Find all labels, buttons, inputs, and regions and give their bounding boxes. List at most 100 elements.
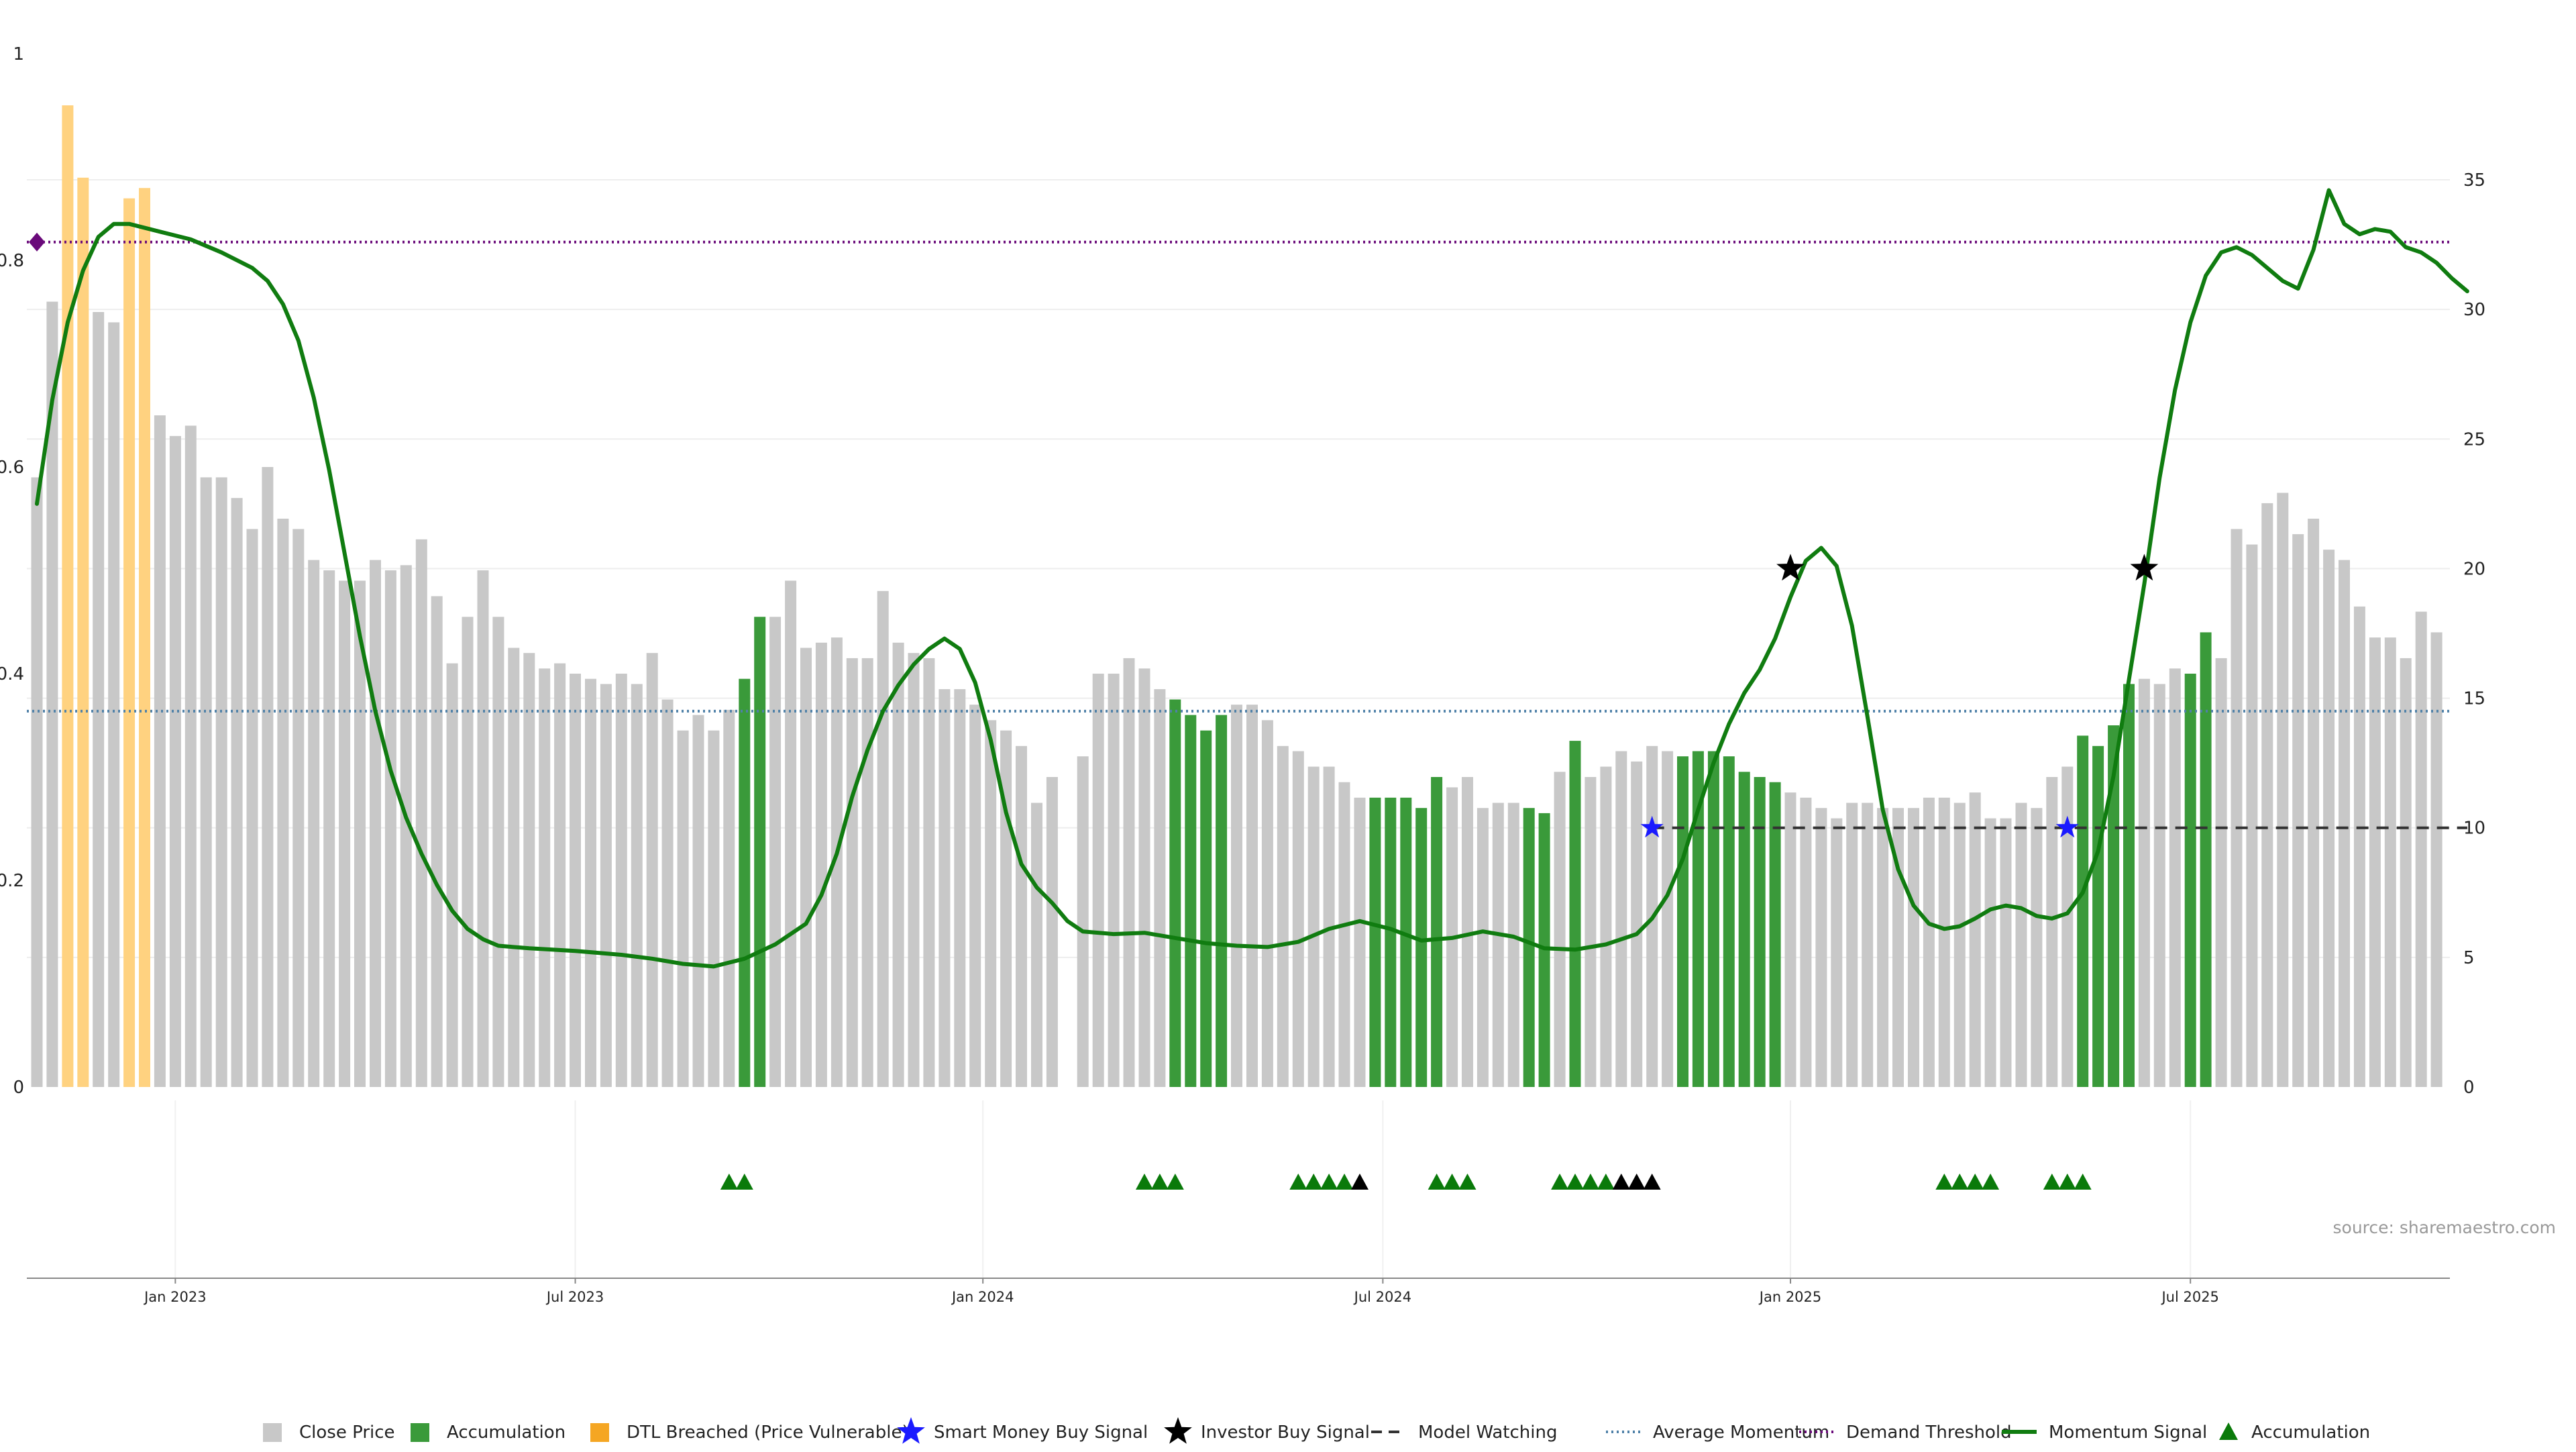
legend-label-7: Demand Threshold	[1846, 1422, 2012, 1443]
bar-0	[31, 477, 43, 1087]
accumulation-triangle-9	[1428, 1174, 1446, 1190]
right-tick-0: 0	[2463, 1078, 2475, 1098]
bar-140	[2184, 674, 2196, 1087]
legend-symbol-1	[411, 1423, 429, 1442]
bar-138	[2153, 684, 2165, 1087]
bar-102	[1600, 766, 1612, 1087]
bar-100	[1569, 741, 1581, 1087]
bar-134	[2092, 745, 2104, 1087]
bar-79	[1246, 705, 1258, 1087]
legend-symbol-0	[263, 1423, 282, 1442]
bar-5	[108, 322, 120, 1087]
legend-item-5: Model Watching	[1371, 1422, 1557, 1443]
bar-14	[246, 529, 258, 1087]
bar-7	[139, 188, 150, 1088]
bar-21	[354, 580, 366, 1087]
bar-47	[754, 617, 766, 1087]
legend-label-5: Model Watching	[1418, 1422, 1557, 1443]
bar-37	[600, 684, 612, 1087]
bar-81	[1277, 745, 1289, 1087]
legend-item-6: Average Momentum	[1606, 1422, 1829, 1443]
accumulation-triangle-4	[1166, 1174, 1184, 1190]
accumulation-triangle-2	[1135, 1174, 1153, 1190]
bar-45	[723, 709, 735, 1087]
bar-72	[1138, 668, 1150, 1087]
legend-label-2: DTL Breached (Price Vulnerable)	[627, 1422, 909, 1443]
right-tick-1: 5	[2463, 948, 2475, 968]
bar-154	[2400, 658, 2412, 1087]
bar-28	[462, 617, 474, 1087]
accumulation-triangle-5	[1289, 1174, 1307, 1190]
legend-symbol-2	[590, 1423, 609, 1442]
bar-95	[1492, 802, 1504, 1087]
bar-3	[77, 177, 89, 1087]
bar-66	[1046, 777, 1058, 1087]
bar-83	[1307, 766, 1320, 1087]
source-text: source: sharemaestro.com	[2333, 1218, 2557, 1237]
legend-item-8: Momentum Signal	[2002, 1422, 2207, 1443]
accumulation-triangle-21	[2058, 1174, 2076, 1190]
bar-51	[815, 642, 827, 1087]
bar-13	[231, 498, 243, 1087]
bar-77	[1216, 715, 1228, 1087]
right-tick-4: 20	[2463, 559, 2485, 579]
bar-144	[2246, 544, 2258, 1087]
legend-label-0: Close Price	[299, 1422, 395, 1443]
accumulation-triangle-10	[1443, 1174, 1461, 1190]
date-label-5: Jul 2025	[2160, 1289, 2218, 1305]
accumulation-triangle-14	[1581, 1174, 1599, 1190]
bar-74	[1169, 699, 1181, 1087]
bar-52	[830, 637, 843, 1087]
bar-103	[1615, 751, 1627, 1087]
bar-10	[184, 425, 197, 1087]
bar-4	[93, 312, 105, 1087]
bar-142	[2215, 658, 2227, 1087]
legend-label-1: Accumulation	[447, 1422, 566, 1443]
accumulation-triangle-15	[1597, 1174, 1615, 1190]
bar-71	[1123, 658, 1135, 1087]
right-tick-7: 35	[2463, 170, 2485, 191]
bar-143	[2231, 529, 2243, 1087]
legend-label-4: Investor Buy Signal	[1201, 1422, 1370, 1443]
accumulation-triangle-19	[1982, 1174, 2000, 1190]
right-tick-3: 15	[2463, 689, 2485, 709]
bar-120	[1877, 808, 1889, 1087]
accumulation-triangle-6	[1305, 1174, 1323, 1190]
investor-signal-1	[2130, 554, 2159, 581]
bar-29	[477, 570, 489, 1087]
legend-label-3: Smart Money Buy Signal	[934, 1422, 1148, 1443]
bar-54	[861, 658, 873, 1087]
bar-39	[631, 684, 643, 1087]
bar-114	[1784, 792, 1796, 1087]
legend-item-4: Investor Buy Signal	[1164, 1417, 1370, 1444]
accumulation-triangle-20	[2043, 1174, 2061, 1190]
bar-146	[2277, 492, 2289, 1087]
bar-24	[400, 565, 412, 1087]
bar-133	[2077, 735, 2089, 1087]
left-tick-5: 1	[13, 44, 24, 64]
bar-122	[1908, 808, 1919, 1087]
bar-60	[954, 689, 966, 1087]
bar-8	[154, 415, 166, 1087]
bar-87	[1369, 797, 1381, 1087]
bar-112	[1754, 777, 1766, 1087]
bar-106	[1662, 751, 1674, 1087]
bar-96	[1507, 802, 1519, 1087]
bar-82	[1292, 751, 1304, 1087]
signal-triangle-1	[1612, 1174, 1630, 1190]
bar-73	[1154, 689, 1166, 1087]
left-tick-2: 0.4	[0, 664, 24, 684]
legend-item-3: Smart Money Buy Signal	[897, 1417, 1148, 1444]
date-label-3: Jul 2024	[1353, 1289, 1411, 1305]
right-tick-5: 25	[2463, 429, 2485, 450]
bar-70	[1108, 674, 1120, 1087]
bar-148	[2308, 519, 2320, 1087]
bars	[31, 105, 2443, 1088]
reference-lines	[27, 240, 2467, 829]
accumulation-triangle-13	[1566, 1174, 1584, 1190]
bar-132	[2061, 766, 2074, 1087]
bar-94	[1477, 808, 1489, 1087]
left-tick-0: 0	[13, 1078, 24, 1098]
bar-50	[800, 647, 812, 1087]
